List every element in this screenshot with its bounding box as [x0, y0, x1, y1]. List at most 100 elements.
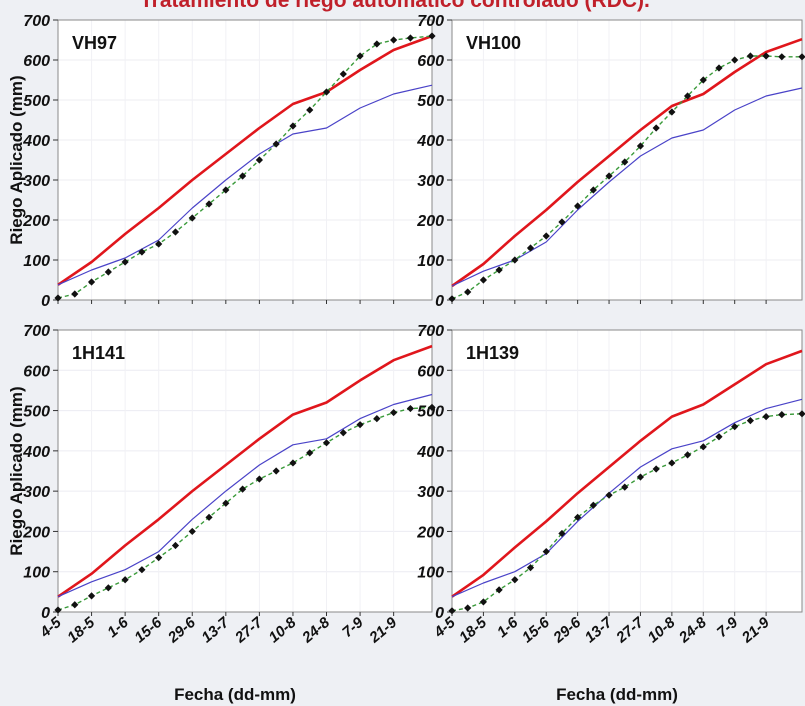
panel-2-ytick-label: 0 [435, 293, 444, 310]
panel-1-series-dots-point [155, 240, 163, 248]
panel-1-series-red-line [57, 34, 433, 286]
panel-4-series-dots-point [605, 491, 613, 499]
panel-3-series-dots-point [272, 467, 280, 475]
panel-3-xtick-label: 10-8 [266, 614, 300, 647]
panel-4-series-dots-point [762, 413, 770, 421]
panel-2-ytick-label: 500 [417, 93, 444, 110]
panel-1-series-dots-point [205, 200, 213, 208]
panel-1-series-dots-point [255, 156, 263, 164]
panel-2-series-dots-point [668, 108, 676, 116]
panel-4-series-dots-point [526, 564, 535, 572]
panel-3-series-dots-point [390, 408, 398, 417]
panel-1-ytick-label: 100 [23, 253, 50, 270]
panel-4-ytick-label: 700 [417, 323, 444, 340]
panel-4-xtick-label: 15-6 [519, 614, 553, 647]
panel-3-ytick-label: 100 [23, 565, 50, 582]
panel-4-series-dots-point [542, 547, 550, 556]
panel-4-series-dots-line [451, 413, 803, 612]
panel-4-series-dots-point [448, 607, 456, 615]
panel-4-series-dots-point [778, 411, 786, 419]
panel-4-series-dots-point [652, 465, 660, 473]
panel-4-frame [451, 329, 803, 613]
panel-3-xlabel: Fecha (dd-mm) [174, 685, 296, 704]
panel-3-plot-area [58, 330, 432, 612]
panel-4-ytick-label: 100 [417, 565, 444, 582]
panel-4-ytick-label: 200 [416, 524, 444, 541]
figure-banner-text: Tratamiento de riego automático controla… [140, 0, 650, 12]
panel-4-series-dots-point [464, 604, 472, 612]
panel-1-series-dots-point [138, 248, 146, 256]
panel-2-series-dots-point [715, 64, 723, 72]
panel-2-series-dots-point [574, 202, 582, 210]
panel-4-series-dots-point [746, 417, 754, 425]
panel-2-series-dots-point [589, 186, 597, 194]
panel-3-series-dots-point [222, 499, 230, 507]
panel-3-series-dots-point [322, 439, 331, 447]
panel-2-series-dots-point [731, 56, 739, 64]
panel-3-series-dots-point [373, 415, 381, 423]
panel-4-xtick-label: 1-6 [494, 614, 522, 641]
panel-2-series-dots-point [464, 288, 472, 296]
panel-3-series-dots-point [54, 606, 62, 614]
panel-3-ytick-label: 400 [22, 444, 50, 461]
panel-1-ylabel: Riego Aplicado (mm) [7, 75, 26, 244]
panel-2-series-dots-point [652, 124, 660, 132]
panel-3-xtick-label: 13-7 [198, 614, 232, 647]
panel-2-series-dots-point [636, 142, 645, 150]
panel-1-series-dots-point [104, 268, 112, 276]
panel-3-series-dots-point [205, 513, 213, 521]
panel-3-ytick-label: 700 [23, 323, 50, 340]
panel-4-xtick-label: 10-8 [645, 614, 679, 647]
panel-2-series-dots-point [479, 276, 488, 284]
panel-4-xtick-label: 18-5 [456, 614, 490, 647]
panel-4-series-red-line [451, 349, 803, 598]
panel-4-ytick-label: 400 [416, 444, 444, 461]
panel-2-ytick-label: 400 [416, 133, 444, 150]
panel-1-series-dots-point [322, 88, 331, 96]
panel-3-series-dots-point [406, 404, 415, 413]
panel-3-series-dots-point [289, 459, 297, 467]
panel-4-series-dots-point [589, 501, 597, 509]
panel-3-xtick-label: 27-7 [231, 614, 266, 647]
panel-2-series-dots-point [526, 244, 535, 252]
panel-4-series-dots-point [798, 410, 805, 418]
panel-3-series-dots-point [171, 541, 180, 550]
panel-3-ylabel: Riego Aplicado (mm) [7, 386, 26, 555]
panel-4-xtick-label: 29-6 [550, 614, 585, 647]
panel-4-ytick-label: 300 [417, 484, 444, 501]
panel-3-series-dots-point [255, 475, 263, 483]
panel-4-xtick-label: 7-9 [714, 614, 742, 641]
panel-4-series-dots-point [574, 513, 582, 521]
panel-1-panel-label: VH97 [72, 33, 117, 53]
panel-4-series-dots-point [715, 433, 723, 441]
panel-1-series-dots-point [373, 40, 381, 48]
panel-4-series-dots-point [511, 576, 519, 584]
panel-2-series-dots-point [621, 158, 629, 166]
panel-4-series-dots-point [699, 443, 707, 451]
panel-4-xtick-label: 27-7 [612, 614, 647, 647]
panel-3-ytick-label: 500 [23, 404, 50, 421]
panel-3-series-red-line [57, 344, 433, 598]
panel-1-series-dots-point [222, 186, 230, 194]
panel-3-ytick-label: 600 [23, 363, 50, 380]
panel-3-series-dots-point [71, 601, 79, 609]
panel-4-ytick-label: 500 [417, 404, 444, 421]
panel-4-ytick-label: 600 [417, 363, 444, 380]
figure-banner: Tratamiento de riego automático controla… [0, 0, 805, 14]
panel-2-panel-label: VH100 [466, 33, 521, 53]
panel-2-series-dots-point [778, 53, 786, 61]
panel-3-series-dots-point [239, 485, 247, 493]
panel-2-series-dots-point [495, 266, 503, 274]
panel-2-series-dots-point [762, 52, 770, 60]
panel-3-series-dots-point [121, 576, 129, 584]
panel-2-series-dots-point [699, 76, 707, 84]
panel-2-series-dots-point [448, 295, 456, 303]
panel-3-series-blue-line [57, 393, 433, 598]
panel-1-plot-area [58, 20, 432, 300]
panel-3-series-dots-point [428, 403, 436, 411]
panel-1-series-dots-line [57, 35, 433, 299]
panel-1-series-dots-point [428, 32, 436, 40]
panel-1-series-dots-point [171, 228, 180, 236]
panel-4-series-dots-point [558, 529, 566, 538]
